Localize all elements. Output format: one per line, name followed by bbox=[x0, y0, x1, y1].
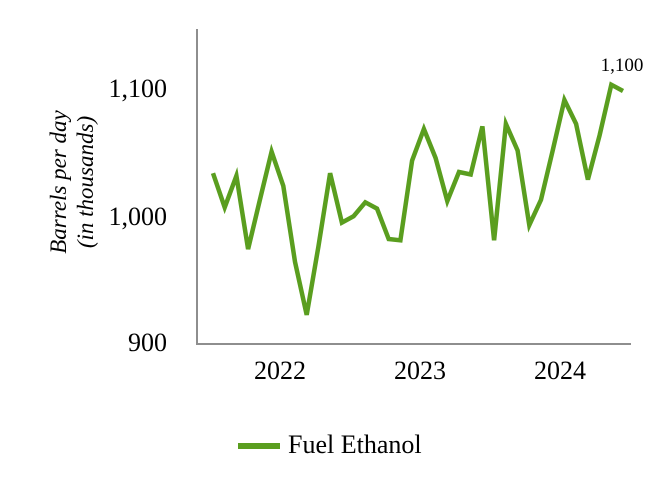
y-axis-title-line2: (in thousands) bbox=[73, 115, 98, 249]
last-point-annotation: 1,100 bbox=[600, 55, 644, 76]
y-tick-1000: 1,000 bbox=[108, 202, 168, 231]
y-axis-title: Barrels per day (in thousands) bbox=[45, 110, 99, 254]
x-tick-2024: 2024 bbox=[534, 356, 586, 385]
y-axis-title-line1: Barrels per day bbox=[46, 110, 71, 254]
x-tick-2023: 2023 bbox=[394, 356, 446, 385]
legend-line-swatch bbox=[238, 443, 280, 449]
legend: Fuel Ethanol bbox=[238, 430, 422, 460]
y-tick-1100: 1,100 bbox=[108, 74, 168, 103]
x-tick-2022: 2022 bbox=[254, 356, 306, 385]
legend-label: Fuel Ethanol bbox=[288, 430, 422, 459]
y-tick-900: 900 bbox=[128, 328, 167, 357]
fuel-ethanol-line bbox=[210, 81, 625, 316]
